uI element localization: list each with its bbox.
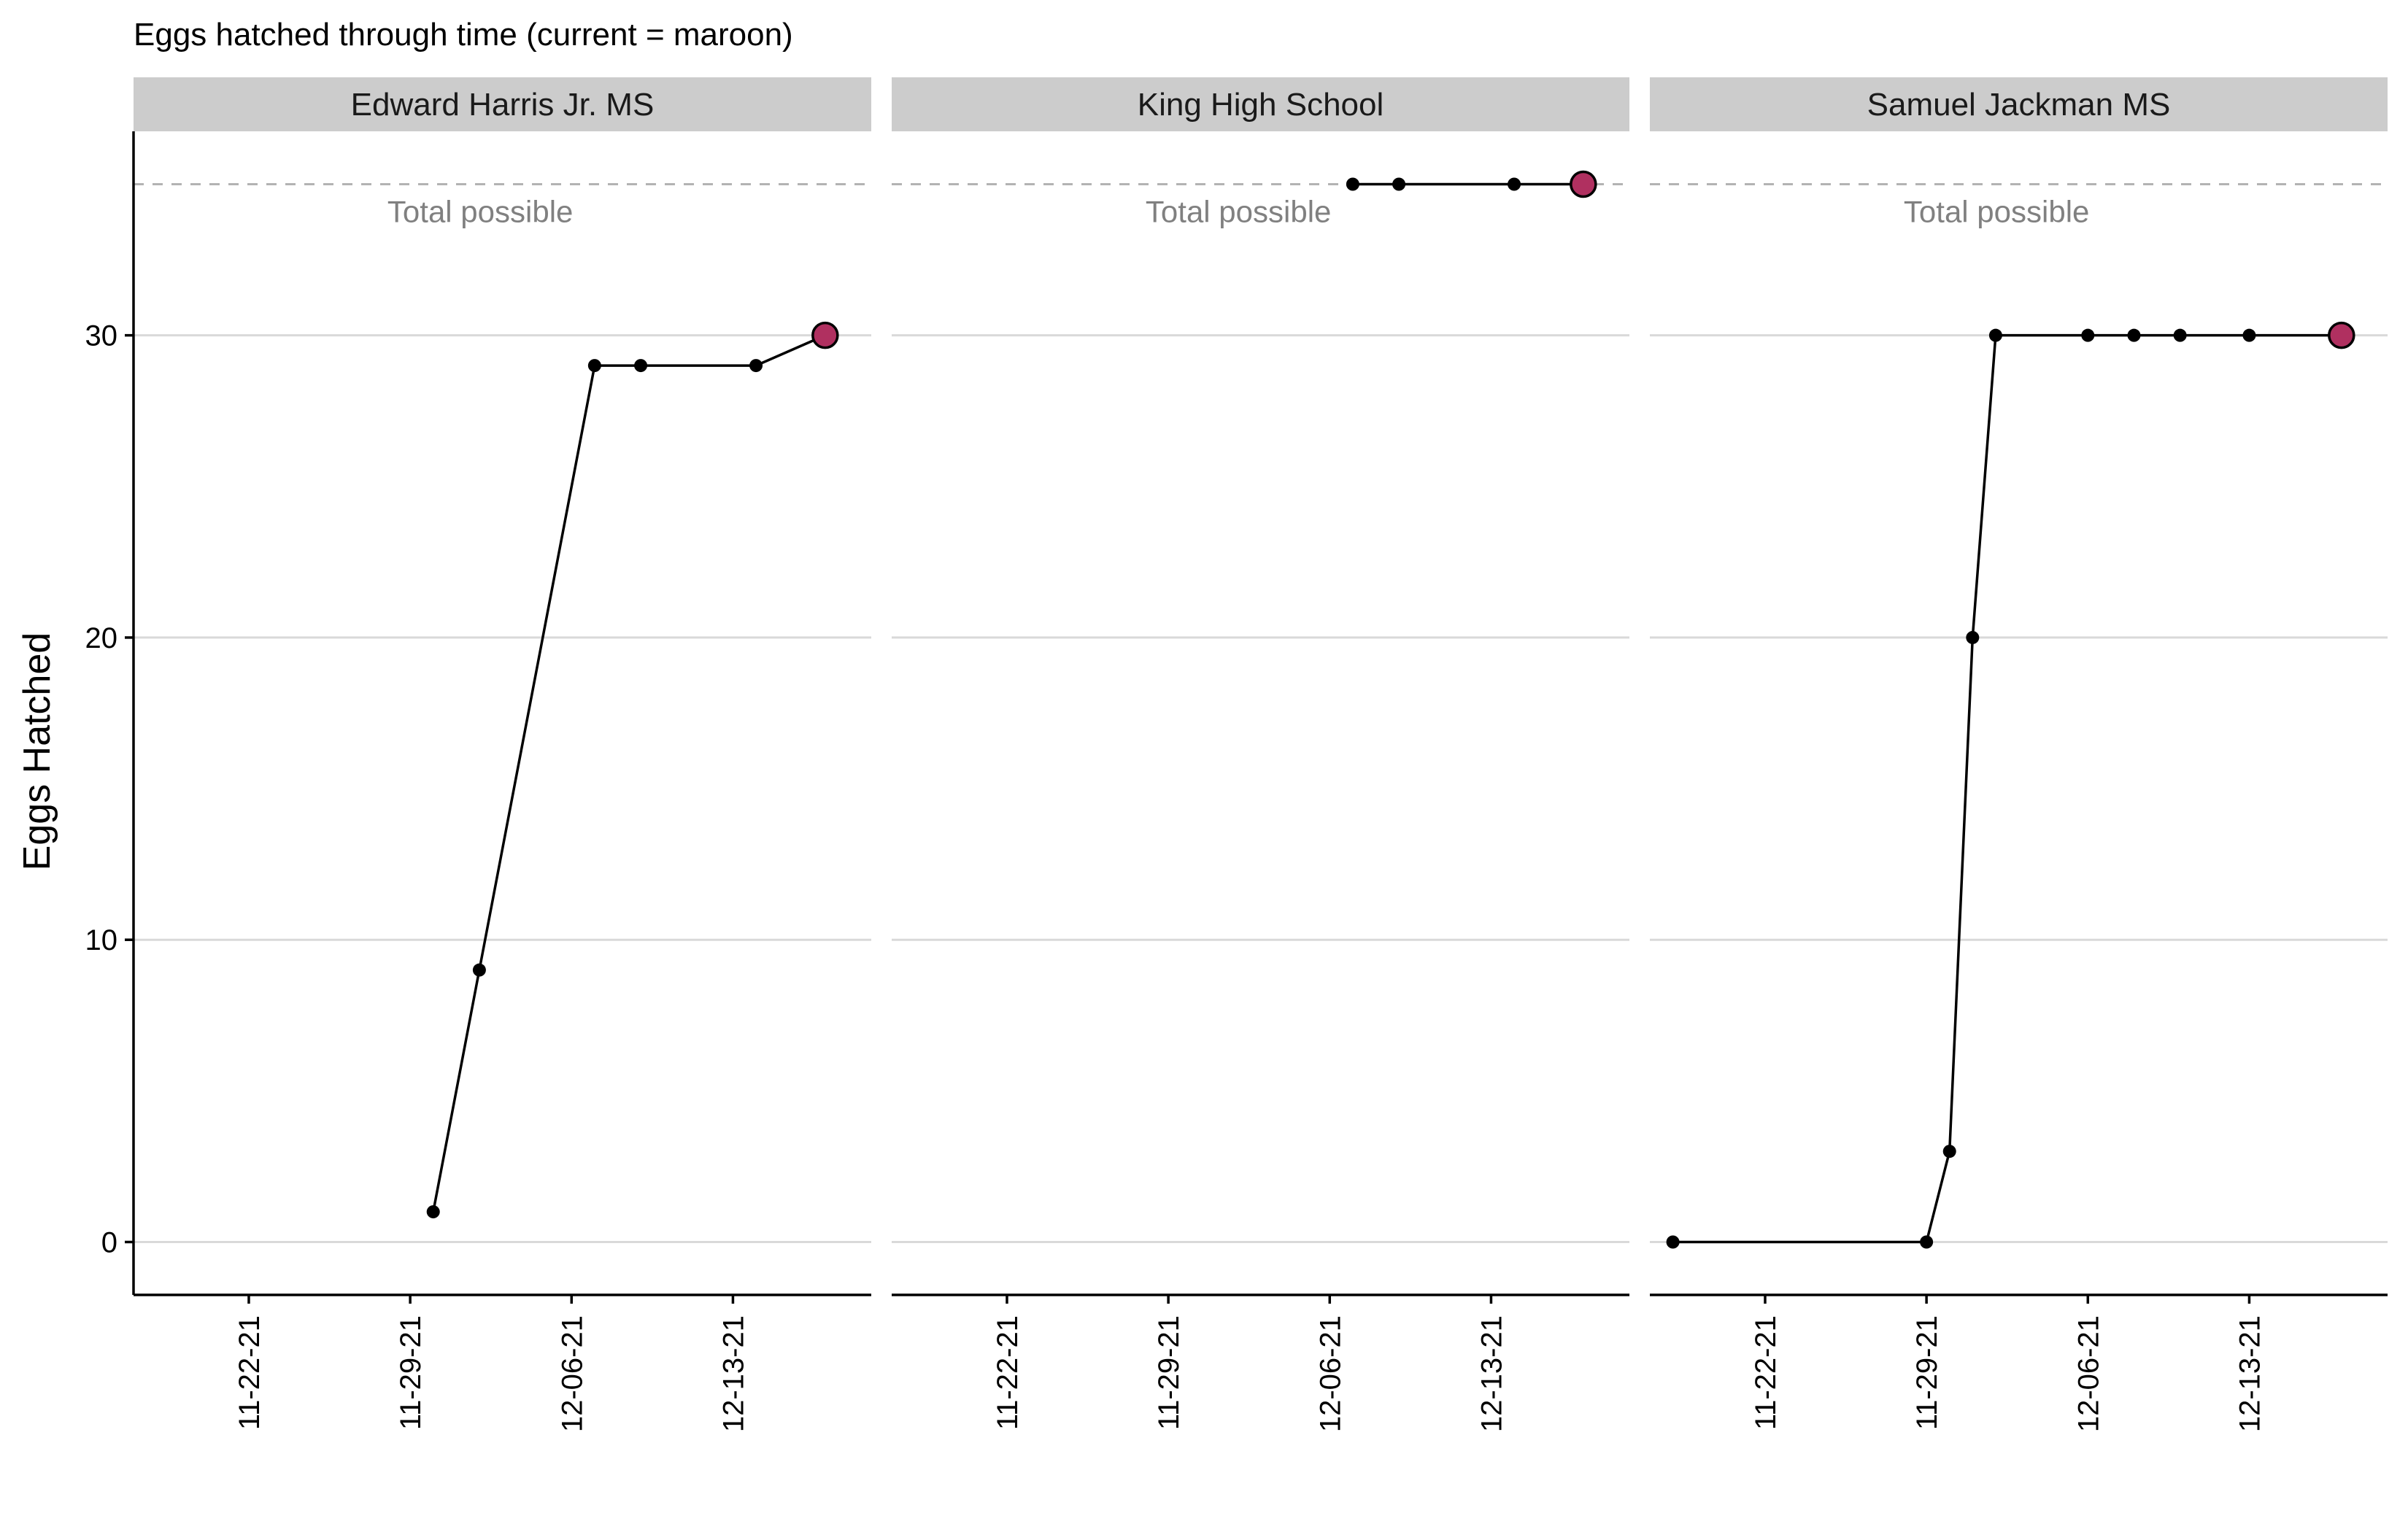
current-data-point (2328, 321, 2355, 349)
data-point (1392, 177, 1406, 191)
x-tick-label: 12-06-21 (1314, 1315, 1346, 1432)
data-point (749, 359, 763, 373)
data-point (2127, 328, 2141, 342)
data-point (587, 359, 601, 373)
x-tick-label: 11-29-21 (1911, 1315, 1943, 1430)
data-point (1988, 328, 2002, 342)
data-point (1920, 1235, 1934, 1249)
x-tick-label: 12-13-21 (1475, 1315, 1508, 1432)
data-point (1666, 1235, 1680, 1249)
total-possible-label: Total possible (1904, 195, 2089, 229)
x-tick-label: 11-22-21 (1750, 1315, 1782, 1430)
panel-strip (892, 77, 1629, 131)
panel-strip-title: Samuel Jackman MS (1867, 87, 2171, 123)
y-tick-label: 20 (85, 622, 118, 654)
x-tick-label: 12-06-21 (556, 1315, 588, 1432)
series-line (1672, 333, 2342, 1244)
y-tick-label: 0 (101, 1227, 117, 1259)
panel-3: Samuel Jackman MS Total possible 11-22-21 1… (1650, 77, 2388, 1432)
data-point (634, 359, 648, 373)
total-possible-label: Total possible (387, 195, 573, 229)
panel-strip-title: King High School (1138, 87, 1384, 123)
total-possible-label: Total possible (1146, 195, 1331, 229)
data-point (1942, 1145, 1956, 1158)
y-axis-label: Eggs Hatched (16, 632, 58, 871)
panel-strip (134, 77, 871, 131)
x-tick-label: 11-22-21 (234, 1315, 266, 1430)
data-point (1346, 177, 1359, 191)
x-tick-label: 11-29-21 (395, 1315, 427, 1430)
y-tick-label: 30 (85, 320, 118, 352)
panels: Edward Harris Jr. MS Total possible 0 10 20 3… (85, 77, 2388, 1432)
chart-title: Eggs hatched through time (current = mar… (134, 17, 793, 53)
data-point (472, 963, 486, 977)
current-data-point (811, 321, 839, 349)
panel-1: Edward Harris Jr. MS Total possible 0 10 20 3… (85, 77, 871, 1432)
panel-strip (1650, 77, 2388, 131)
data-point (1508, 177, 1521, 191)
x-tick-label: 11-29-21 (1153, 1315, 1185, 1430)
panel-strip-title: Edward Harris Jr. MS (351, 87, 655, 123)
data-point (2081, 328, 2095, 342)
x-tick-label: 12-13-21 (717, 1315, 749, 1432)
data-point (2242, 328, 2256, 342)
current-data-point (1570, 170, 1597, 198)
x-tick-label: 12-13-21 (2234, 1315, 2266, 1432)
x-tick-label: 11-22-21 (992, 1315, 1024, 1430)
series-line (431, 333, 826, 1212)
x-tick-label: 12-06-21 (2072, 1315, 2104, 1432)
data-point (1966, 630, 1980, 644)
data-point (2173, 328, 2187, 342)
y-tick-label: 10 (85, 924, 118, 956)
data-point (426, 1205, 440, 1219)
panel-2: King High School Total possible 11-22-21 11… (892, 77, 1629, 1432)
